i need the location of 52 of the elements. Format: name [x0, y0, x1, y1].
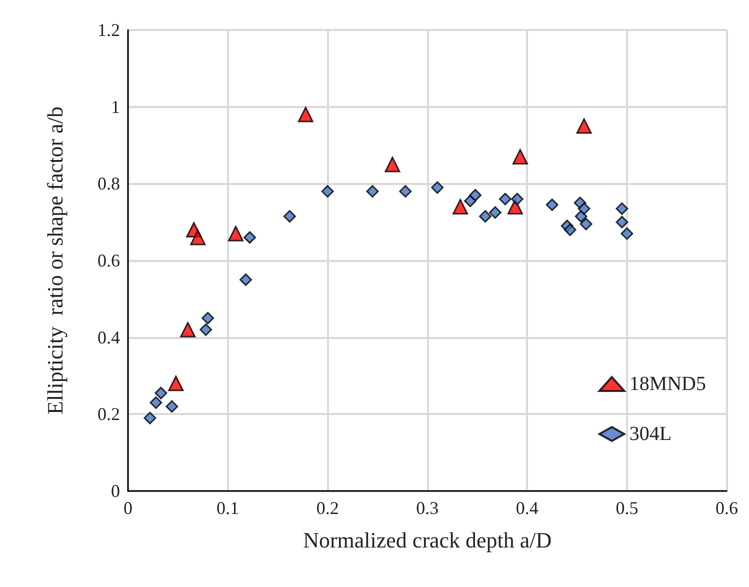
x-tick-label: 0.6: [716, 498, 738, 518]
y-tick-label: 1.2: [98, 20, 120, 40]
point: [150, 396, 162, 409]
point: [202, 312, 214, 324]
point: [498, 192, 512, 206]
y-tick-label: 0: [111, 481, 120, 501]
point: [154, 386, 168, 400]
point: [576, 118, 592, 134]
point: [616, 202, 628, 215]
point: [298, 106, 314, 122]
point: [168, 376, 184, 392]
point: [384, 156, 400, 172]
point: [366, 185, 379, 198]
point: [321, 185, 334, 198]
x-tick-label: 0.5: [616, 498, 638, 518]
y-tick-label: 0.6: [98, 250, 120, 270]
y-axis-title: Ellipticity ratio or shape factor a/b: [42, 106, 68, 414]
x-tick-label: 0.1: [216, 498, 240, 518]
point: [546, 198, 558, 212]
x-tick-label: 0: [124, 498, 132, 518]
point: [180, 322, 196, 338]
point: [166, 400, 178, 413]
point: [190, 230, 206, 246]
point: [616, 216, 628, 228]
legend-label: 304L: [629, 423, 672, 445]
point: [228, 226, 244, 242]
point: [620, 227, 634, 240]
point: [283, 210, 296, 223]
point: [431, 181, 444, 194]
point: [452, 198, 468, 214]
x-axis-title: Normalized crack depth a/D: [303, 528, 552, 552]
y-tick-label: 0.2: [98, 404, 120, 424]
point: [469, 188, 482, 202]
point: [512, 149, 528, 165]
point: [580, 218, 592, 230]
point: [243, 231, 256, 244]
point: [240, 273, 252, 286]
y-tick-label: 1: [111, 96, 120, 117]
point: [488, 206, 502, 219]
point: [564, 224, 576, 236]
y-tick-label: 0.4: [98, 327, 120, 348]
point: [144, 412, 156, 424]
y-tick-label: 0.8: [98, 174, 120, 194]
point: [510, 192, 524, 206]
point: [200, 323, 212, 336]
point: [578, 202, 590, 215]
x-tick-label: 0.4: [516, 498, 538, 518]
legend-label: 18MND5: [629, 373, 706, 395]
point: [399, 185, 412, 198]
x-tick-label: 0.2: [316, 498, 339, 518]
point: [479, 210, 492, 223]
x-tick-label: 0.3: [416, 498, 439, 518]
